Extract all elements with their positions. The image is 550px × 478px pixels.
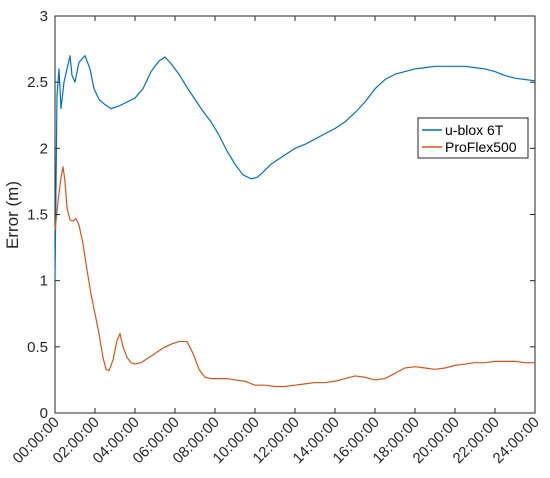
- legend-label-1: u-blox 6T: [445, 122, 504, 138]
- y-tick-label: 3: [40, 8, 48, 25]
- y-tick-label: 2.5: [27, 74, 48, 91]
- axes-box: [54, 15, 536, 414]
- series-line-1: [54, 55, 536, 281]
- y-axis-ticks: 0 0.5 1 1.5 2 2.5 3: [27, 8, 535, 422]
- y-axis-title: Error (m): [3, 181, 22, 249]
- y-tick-label: 0: [40, 405, 48, 422]
- series-layer: [54, 55, 536, 388]
- y-tick-label: 1.5: [27, 207, 48, 224]
- legend-label-2: ProFlex500: [445, 139, 517, 155]
- y-tick-label: 1: [40, 273, 48, 290]
- y-tick-label: 0.5: [27, 339, 48, 356]
- plot-area-frame: [54, 15, 536, 414]
- legend-box: [417, 117, 529, 159]
- series-line-2: [54, 166, 535, 388]
- y-tick-label: 2: [40, 140, 48, 157]
